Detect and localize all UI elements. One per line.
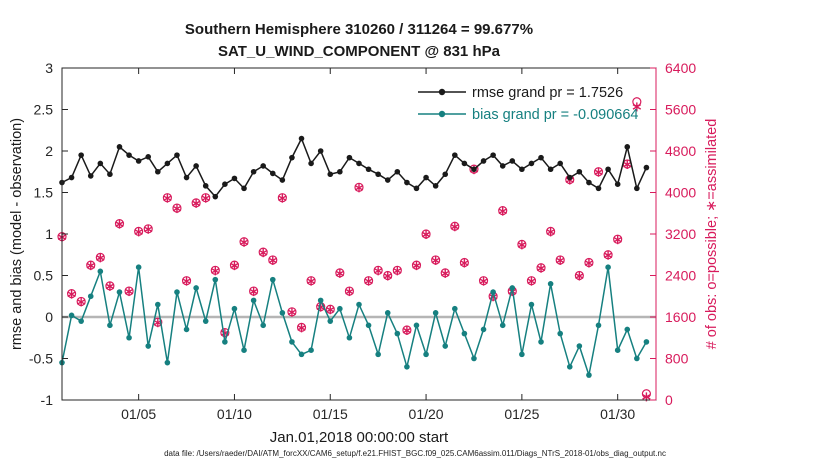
x-axis-label: Jan.01,2018 00:00:00 start (269, 429, 449, 446)
svg-text:1600: 1600 (665, 309, 696, 325)
svg-text:2.5: 2.5 (34, 102, 54, 118)
svg-text:rmse grand pr = 1.7526: rmse grand pr = 1.7526 (472, 85, 623, 101)
svg-text:5600: 5600 (665, 102, 696, 118)
data-file-path: data file: /Users/raeder/DAI/ATM_forcXX/… (164, 449, 666, 458)
svg-text:4800: 4800 (665, 143, 696, 159)
bias-series (59, 264, 650, 379)
svg-text:0.5: 0.5 (34, 268, 54, 284)
svg-text:0: 0 (45, 309, 53, 325)
y-axis-label-left: rmse and bias (model - observation) (9, 117, 25, 351)
svg-text:800: 800 (665, 351, 689, 367)
svg-text:3200: 3200 (665, 226, 696, 242)
svg-text:01/10: 01/10 (217, 406, 252, 422)
svg-text:4000: 4000 (665, 185, 696, 201)
svg-text:3: 3 (45, 60, 53, 76)
svg-text:01/05: 01/05 (121, 406, 156, 422)
chart-title-line1: Southern Hemisphere 310260 / 311264 = 99… (184, 21, 534, 38)
chart-title-line2: SAT_U_WIND_COMPONENT @ 831 hPa (218, 43, 500, 60)
svg-text:-0.5: -0.5 (29, 351, 53, 367)
svg-text:0: 0 (665, 392, 673, 408)
svg-text:6400: 6400 (665, 60, 696, 76)
svg-text:01/20: 01/20 (409, 406, 444, 422)
svg-text:1.5: 1.5 (34, 185, 54, 201)
rmse-series (59, 135, 650, 200)
svg-text:bias grand pr = -0.090664: bias grand pr = -0.090664 (472, 107, 638, 123)
legend-entry-bias (418, 110, 466, 118)
svg-text:2: 2 (45, 143, 53, 159)
svg-text:2400: 2400 (665, 268, 696, 284)
svg-text:-1: -1 (41, 392, 54, 408)
svg-text:01/30: 01/30 (600, 406, 635, 422)
svg-text:1: 1 (45, 226, 53, 242)
y-axis-label-right: # of obs: o=possible; ∗=assimilated (704, 118, 720, 350)
svg-text:01/15: 01/15 (313, 406, 348, 422)
legend-entry-rmse (418, 88, 466, 96)
obs-count-series (57, 97, 652, 402)
svg-text:01/25: 01/25 (504, 406, 539, 422)
